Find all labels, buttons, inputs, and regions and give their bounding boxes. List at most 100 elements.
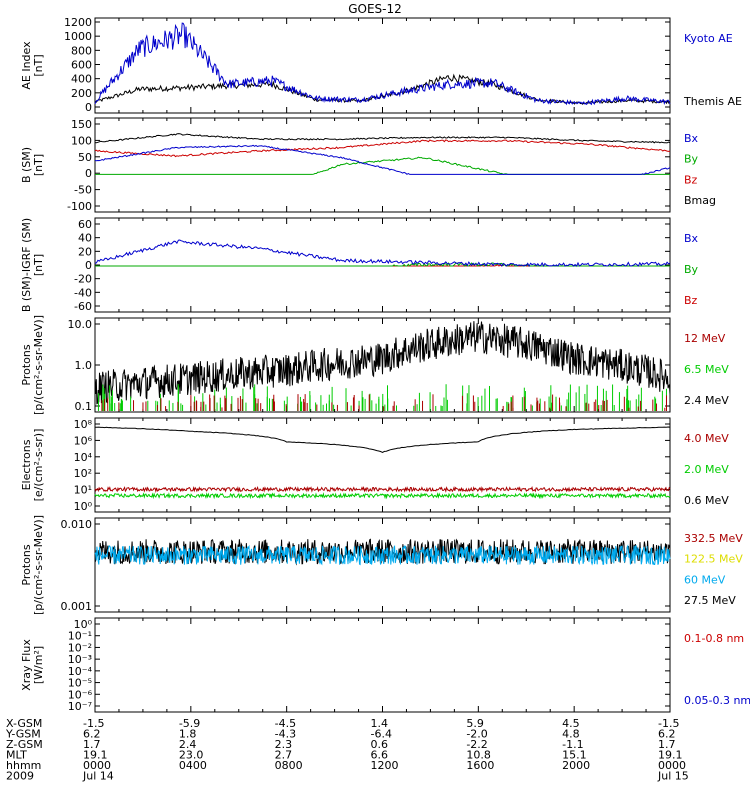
ephemeris-value: 0400 [179,759,207,772]
panel-bsm: 150 100 50 0 -50 -100 B (SM) [nT] Bx By Bz Bmag [20,117,716,213]
y-tick-label: 10⁰ [74,500,93,513]
y-tick-label: 0 [85,101,92,114]
y-tick-label: 10⁻⁷ [68,700,92,713]
series-line-2-4-mev [94,321,671,405]
ephemeris-row-label: Z-GSM [6,738,43,751]
y-tick-label: 10⁻³ [68,653,92,666]
y-axis-label: AE Index [20,41,33,90]
y-tick-label: 0.010 [61,518,93,531]
legend-entry: 27.5 MeV [684,594,736,607]
panel-electrons: 10⁸ 10⁶ 10⁴ 10² 10¹ 10⁰ Electrons [e/(cm²-s-sr)… [20,417,729,513]
panel-frame [94,117,671,213]
y-tick-label: 1.0 [75,359,93,372]
y-axis-label: [W/m²] [32,646,45,684]
y-axis-label: [e/(cm²-s-sr)] [32,429,45,502]
legend-entry: 60 MeV [684,573,726,586]
series-line-60-mev [94,544,671,566]
ephemeris-value: Jul 15 [657,770,689,783]
ephemeris-value: 1600 [466,759,494,772]
ephemeris-value: 2.3 [275,738,293,751]
series-line-bx [94,239,671,268]
ephemeris-value: 6.2 [83,728,101,741]
y-axis-label: B (SM)-IGRF (SM) [20,218,33,312]
legend-entry: Bx [684,132,699,145]
panel-protons_high: 0.010 0.001 Protons [p/(cm²-s-sr-MeV)] 332.5… [20,515,743,615]
panel-protons_low: 10.0 1.0 0.1 Protons [p/(cm²-s-sr-MeV)] 12 Me… [20,315,729,415]
series-line-kyoto-ae [94,22,671,106]
ephemeris-value: 6.6 [371,749,389,762]
ephemeris-value: 15.1 [562,749,587,762]
legend-entry: Bx [684,232,699,245]
series-line-bz [94,139,671,158]
y-tick-label: 10⁻⁵ [68,677,92,690]
y-tick-label: 10⁻⁴ [68,665,93,678]
y-axis-label: Electrons [20,439,33,490]
y-tick-label: -60 [74,300,92,313]
y-tick-label: 10⁸ [74,418,93,431]
ephemeris-value: -1.5 [83,717,104,730]
legend-entry: 2.4 MeV [684,394,729,407]
ephemeris-value: -4.5 [275,717,296,730]
legend-entry: Kyoto AE [684,32,733,45]
y-axis-label: B (SM) [20,147,33,183]
panel-frame [94,617,671,713]
ephemeris-value: -6.4 [371,728,392,741]
y-tick-label: 10⁰ [74,618,93,631]
y-tick-label: 0 [85,259,92,272]
ephemeris-value: 0.6 [371,738,389,751]
ephemeris-value: 2000 [562,759,590,772]
ephemeris-value: 19.1 [83,749,108,762]
ephemeris-value: 4.5 [562,717,580,730]
legend-entry: Bmag [684,194,716,207]
series-line-0-6-mev [94,426,671,453]
y-tick-label: 10¹ [74,484,92,497]
ephemeris-value: 1.7 [83,738,101,751]
y-tick-label: 10⁶ [74,434,93,447]
y-tick-label: -40 [74,286,92,299]
y-tick-label: 10² [74,467,92,480]
y-tick-label: 100 [71,134,92,147]
y-tick-label: 60 [78,218,92,231]
y-axis-label: Xray Flux [20,639,33,691]
y-axis-label: [p/(cm²-s-sr-MeV)] [32,315,45,415]
ephemeris-value: -1.1 [562,738,583,751]
legend-entry: Bz [684,294,698,307]
ephemeris-value: 0800 [275,759,303,772]
ephemeris-value: 4.8 [562,728,580,741]
y-tick-label: 10⁻⁶ [68,688,93,701]
ephemeris-value: 23.0 [179,749,204,762]
ephemeris-value: 5.9 [466,717,484,730]
legend-entry: 122.5 MeV [684,553,743,566]
series-line-4-0-mev [94,485,671,494]
series-line-2-0-mev [94,492,671,500]
y-tick-label: 0.001 [61,600,93,613]
ephemeris-axis: X-GSMY-GSMZ-GSMMLThhmm2009-1.56.21.719.1… [5,717,689,783]
y-tick-label: 40 [78,232,92,245]
ephemeris-value: -4.3 [275,728,296,741]
y-tick-label: 0.1 [75,400,93,413]
y-axis-label: Protons [20,544,33,585]
legend-entry: 332.5 MeV [684,532,743,545]
y-axis-label: [nT] [32,54,45,76]
ephemeris-row-label: MLT [6,749,27,762]
legend-entry: Bz [684,173,698,186]
ephemeris-value: 0000 [83,759,111,772]
ephemeris-value: 10.8 [466,749,491,762]
y-tick-label: 200 [71,87,92,100]
panel-frame [94,217,671,313]
ephemeris-row-label: 2009 [6,770,34,783]
legend-entry: 0.6 MeV [684,494,729,507]
series-line-bx [94,144,671,175]
ephemeris-value: 1.8 [179,728,197,741]
ephemeris-value: -2.0 [466,728,487,741]
ephemeris-value: 1200 [371,759,399,772]
y-axis-label: [nT] [32,154,45,176]
y-tick-label: -50 [74,184,92,197]
ephemeris-value: -5.9 [179,717,200,730]
panel-frame [94,517,671,613]
y-tick-label: 10⁻¹ [68,630,92,643]
